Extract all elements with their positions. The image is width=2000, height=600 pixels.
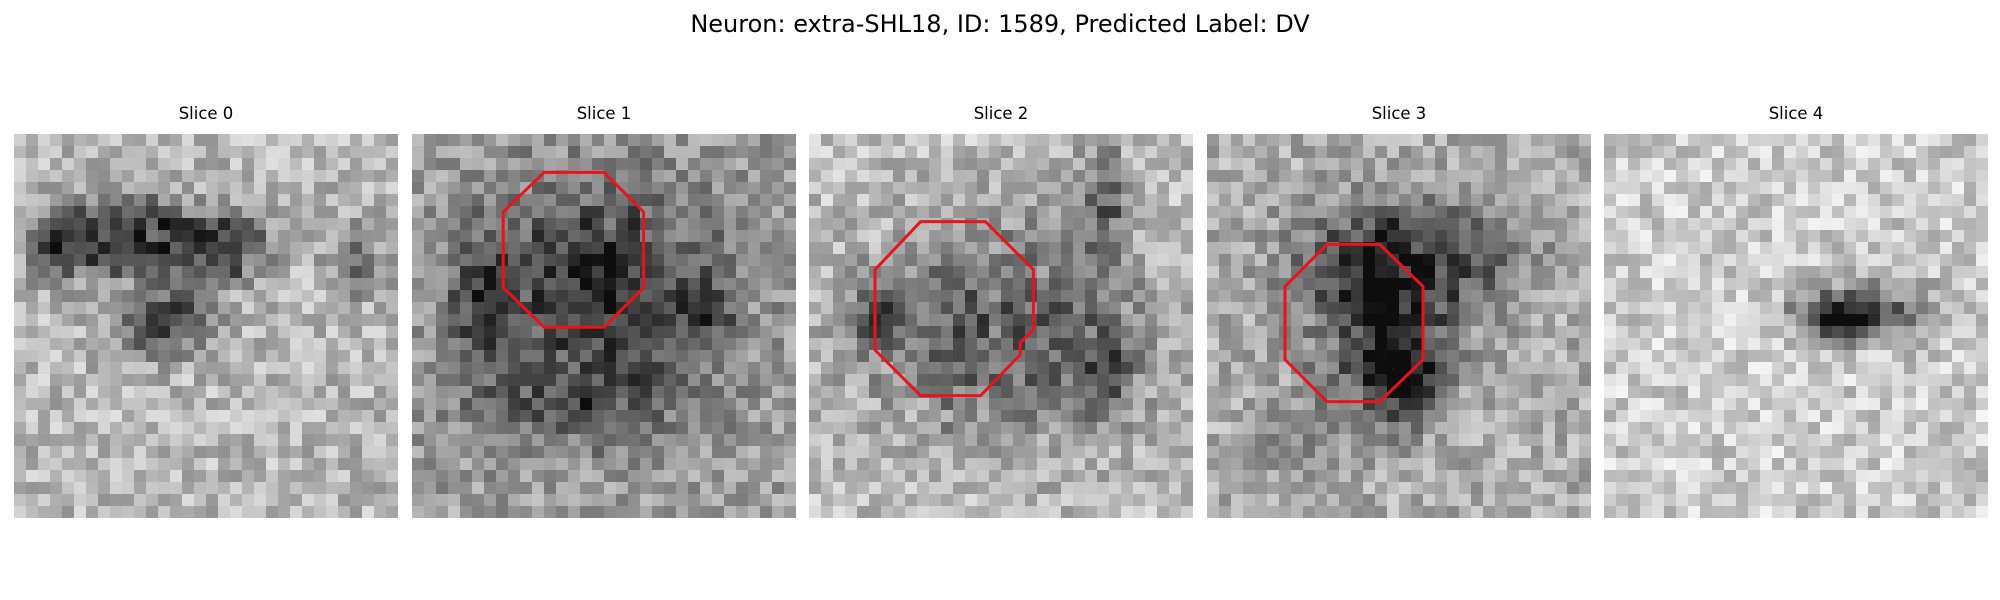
- roi-contour-2: [873, 220, 1035, 398]
- figure-title: Neuron: extra-SHL18, ID: 1589, Predicted…: [690, 10, 1310, 38]
- slice-title-4: Slice 4: [1768, 104, 1824, 123]
- roi-contour-3: [1283, 242, 1425, 404]
- slice-image-0: [14, 134, 398, 518]
- slice-title-0: Slice 0: [178, 104, 234, 123]
- slice-title-1: Slice 1: [576, 104, 632, 123]
- slice-title-3: Slice 3: [1371, 104, 1427, 123]
- slice-panel-2: Slice 2: [809, 104, 1193, 518]
- slice-title-2: Slice 2: [973, 104, 1029, 123]
- slice-panel-4: Slice 4: [1604, 104, 1988, 518]
- roi-contour-1: [501, 170, 646, 329]
- slice-image-1: [412, 134, 796, 518]
- slice-panel-3: Slice 3: [1207, 104, 1591, 518]
- slice-image-3: [1207, 134, 1591, 518]
- slice-image-2: [809, 134, 1193, 518]
- slice-panel-1: Slice 1: [412, 104, 796, 518]
- slice-panel-0: Slice 0: [14, 104, 398, 518]
- slice-image-4: [1604, 134, 1988, 518]
